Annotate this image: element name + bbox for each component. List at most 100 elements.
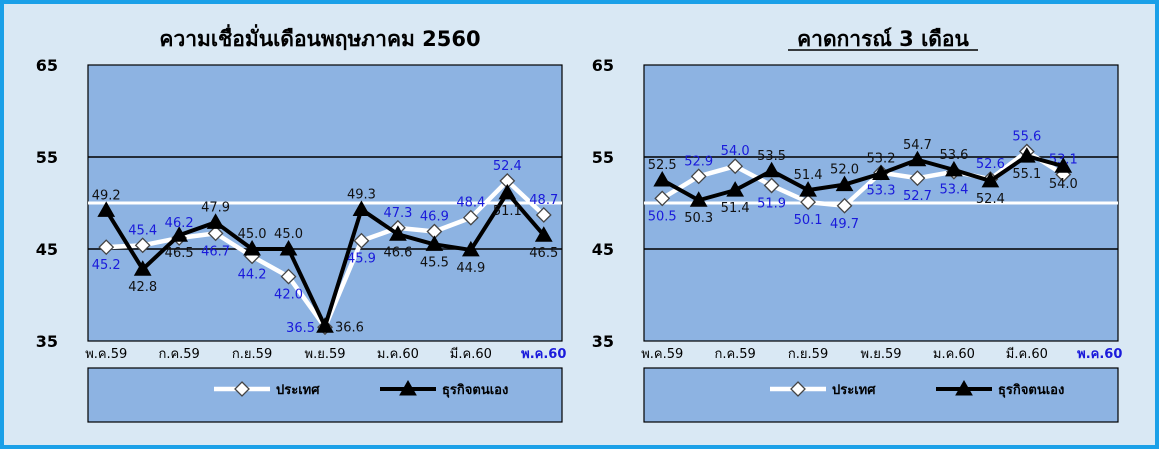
- x-tick-label: ม.ค.60: [377, 347, 419, 362]
- data-label: 45.0: [274, 227, 303, 242]
- data-point: [727, 158, 744, 175]
- data-point: [207, 225, 224, 242]
- data-point: [498, 183, 517, 200]
- data-label: 45.5: [420, 255, 449, 270]
- legend-label-business: ธุรกิจตนเอง: [442, 383, 508, 398]
- chart-panel-1: 35 45 55 65 พ.ค.59 ก.ค.59 ก.ย.59 พ.ย.59 ม.ค.60 มี…: [36, 23, 566, 423]
- data-label: 50.5: [648, 209, 677, 224]
- data-label: 51.4: [794, 168, 823, 183]
- x-tick-label: พ.ค.60: [521, 347, 566, 362]
- legend-marker-business: [399, 379, 417, 396]
- data-label: 49.3: [347, 187, 376, 202]
- data-point: [1017, 147, 1036, 163]
- data-point: [280, 268, 297, 285]
- data-label: 54.7: [903, 138, 932, 153]
- legend-label-country: ประเทศ: [832, 383, 876, 398]
- x-tick-label: มี.ค.60: [450, 346, 492, 362]
- chart-panel-2: 35 45 55 65 พ.ค.59 ก.ค.59 ก.ย.59 พ.ย.59 ม.ค.60 มี…: [592, 27, 1122, 423]
- data-label: 52.5: [648, 158, 677, 173]
- legend-box: [87, 367, 563, 423]
- data-label: 54.0: [1049, 177, 1078, 192]
- data-point: [909, 170, 926, 187]
- legend-box: [643, 367, 1119, 423]
- y-tick-label: 45: [592, 240, 614, 259]
- data-point: [872, 164, 890, 181]
- data-point: [535, 207, 552, 223]
- x-tick-label: พ.ย.59: [861, 347, 902, 362]
- data-label: 53.3: [867, 184, 896, 199]
- data-point: [690, 168, 707, 185]
- data-point: [279, 239, 298, 256]
- data-point: [461, 240, 480, 257]
- data-point: [133, 260, 152, 276]
- data-point: [425, 235, 444, 251]
- data-label: 46.5: [529, 246, 558, 261]
- legend-marker-business: [955, 379, 973, 396]
- data-label: 46.5: [165, 246, 194, 261]
- series-business: 49.2 42.8 46.5 47.9 45.0 45.0 36.6 49.3 46.6 45.5…: [92, 183, 558, 335]
- data-label: 52.4: [493, 159, 522, 174]
- data-point: [945, 160, 963, 177]
- data-label: 53.6: [939, 148, 968, 163]
- data-label: 45.9: [347, 252, 376, 267]
- data-label: 52.4: [976, 192, 1005, 207]
- data-label: 49.7: [830, 217, 859, 232]
- data-point: [981, 171, 1000, 188]
- data-point: [389, 225, 407, 241]
- data-point: [352, 200, 371, 216]
- x-tick-label: พ.ค.60: [1077, 347, 1122, 362]
- data-point: [836, 197, 853, 214]
- data-label: 46.9: [420, 210, 449, 225]
- legend-marker-country: [790, 381, 806, 397]
- data-label: 51.9: [757, 197, 786, 212]
- data-label: 36.5: [286, 321, 315, 336]
- data-label: 42.0: [274, 288, 303, 303]
- x-tick-label: พ.ค.59: [641, 347, 683, 362]
- y-tick-label: 55: [592, 148, 614, 167]
- data-label: 45.0: [238, 227, 267, 242]
- chart-title: ความเชื่อมั่นเดือนพฤษภาคม 2560: [159, 23, 480, 51]
- x-tick-label: พ.ย.59: [305, 347, 346, 362]
- legend-label-business: ธุรกิจตนเอง: [998, 383, 1064, 398]
- x-tick-label: ก.ย.59: [232, 347, 272, 362]
- x-tick-label: ม.ค.60: [933, 347, 975, 362]
- legend-marker-country: [234, 381, 250, 397]
- data-point: [654, 190, 671, 207]
- data-point: [726, 181, 745, 197]
- data-label: 52.0: [830, 163, 859, 178]
- data-label: 45.4: [128, 223, 157, 238]
- data-point: [97, 201, 116, 217]
- data-label: 53.5: [757, 149, 786, 164]
- y-tick-label: 65: [592, 56, 614, 75]
- data-label: 46.7: [201, 244, 230, 259]
- data-label: 52.7: [903, 189, 932, 204]
- x-tick-label: ก.ย.59: [788, 347, 828, 362]
- data-label: 52.9: [684, 154, 713, 169]
- y-tick-label: 45: [36, 240, 58, 259]
- data-point: [170, 226, 189, 242]
- data-point: [462, 209, 479, 226]
- y-tick-label: 55: [36, 148, 58, 167]
- data-label: 47.3: [383, 206, 412, 221]
- data-point: [762, 161, 781, 178]
- y-tick-label: 65: [36, 56, 58, 75]
- data-point: [689, 191, 708, 207]
- data-label: 46.2: [165, 216, 194, 231]
- series-business: 52.5 50.3 51.4 53.5 51.4 52.0 53.2 54.7 53.6 52.4…: [648, 138, 1078, 226]
- data-label: 49.2: [92, 188, 121, 203]
- data-label: 55.1: [1012, 167, 1041, 182]
- data-point: [206, 213, 225, 229]
- data-point: [653, 170, 672, 187]
- data-label: 42.8: [128, 280, 157, 295]
- chart-title: คาดการณ์ 3 เดือน: [797, 27, 969, 51]
- data-point: [763, 177, 780, 194]
- data-point: [908, 150, 927, 167]
- legend-label-country: ประเทศ: [276, 383, 320, 398]
- data-label: 54.0: [721, 144, 750, 159]
- data-label: 36.6: [335, 320, 364, 335]
- data-label: 44.2: [238, 267, 267, 282]
- x-tick-label: พ.ค.59: [85, 347, 127, 362]
- data-label: 55.6: [1012, 129, 1041, 144]
- data-label: 47.9: [201, 200, 230, 215]
